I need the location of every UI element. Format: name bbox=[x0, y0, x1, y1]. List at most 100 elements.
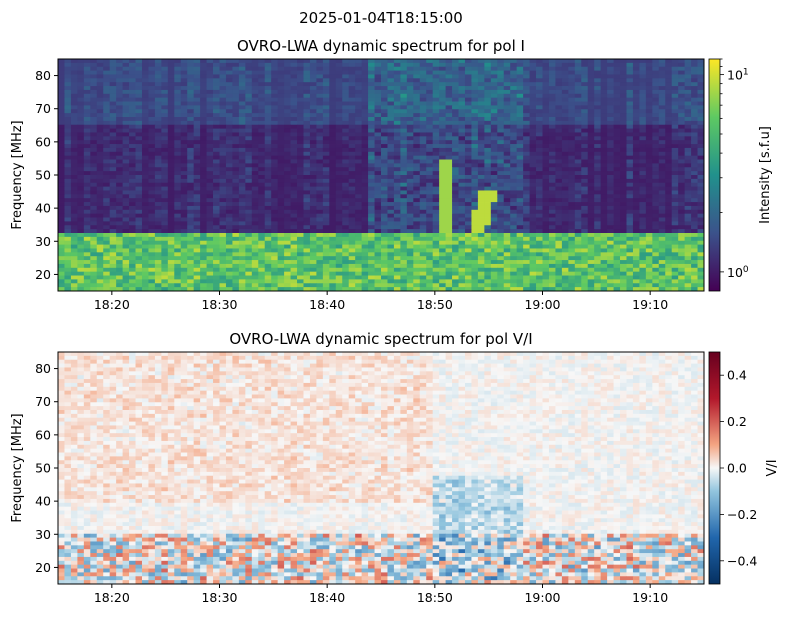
heatmap-cell bbox=[103, 205, 111, 211]
heatmap-cell bbox=[103, 182, 111, 187]
heatmap-cell bbox=[103, 202, 111, 207]
heatmap-cell bbox=[600, 62, 608, 68]
heatmap-cell bbox=[620, 244, 627, 249]
heatmap-cell bbox=[381, 202, 388, 207]
heatmap-cell bbox=[523, 175, 530, 180]
heatmap-cell bbox=[213, 66, 220, 71]
heatmap-cell bbox=[135, 151, 143, 157]
heatmap-cell bbox=[542, 202, 550, 207]
heatmap-cell bbox=[381, 105, 388, 110]
heatmap-cell bbox=[600, 205, 608, 211]
heatmap-cell bbox=[219, 86, 227, 91]
heatmap-cell bbox=[271, 186, 279, 191]
heatmap-cell bbox=[161, 151, 169, 157]
heatmap-cell bbox=[484, 229, 492, 234]
heatmap-cell bbox=[251, 159, 259, 164]
heatmap-cell bbox=[516, 124, 524, 129]
heatmap-cell bbox=[122, 147, 130, 153]
heatmap-cell bbox=[439, 198, 446, 203]
heatmap-cell bbox=[264, 101, 272, 106]
heatmap-cell bbox=[381, 132, 388, 137]
heatmap-cell bbox=[161, 86, 169, 91]
heatmap-cell bbox=[206, 171, 214, 176]
heatmap-cell bbox=[542, 124, 550, 129]
heatmap-cell bbox=[542, 86, 550, 91]
heatmap-cell bbox=[90, 144, 98, 149]
heatmap-cell bbox=[419, 62, 427, 68]
heatmap-cell bbox=[523, 124, 530, 129]
heatmap-cell bbox=[316, 244, 324, 249]
heatmap-cell bbox=[264, 217, 272, 222]
heatmap-cell bbox=[548, 124, 556, 129]
heatmap-cell bbox=[361, 198, 369, 203]
heatmap-cell bbox=[464, 70, 472, 75]
heatmap-cell bbox=[83, 70, 91, 75]
heatmap-cell bbox=[574, 244, 582, 249]
heatmap-cell bbox=[464, 132, 472, 137]
heatmap-cell bbox=[161, 78, 169, 83]
heatmap-cell bbox=[594, 124, 602, 129]
heatmap-cell bbox=[632, 132, 640, 137]
heatmap-cell bbox=[368, 171, 375, 176]
heatmap-cell bbox=[284, 190, 291, 195]
heatmap-cell bbox=[445, 182, 453, 187]
heatmap-cell bbox=[581, 105, 589, 110]
heatmap-cell bbox=[271, 233, 279, 238]
heatmap-cell bbox=[471, 74, 479, 79]
heatmap-cell bbox=[77, 147, 85, 153]
heatmap-cell bbox=[245, 66, 253, 71]
heatmap-cell bbox=[297, 233, 304, 238]
heatmap-cell bbox=[555, 70, 563, 75]
heatmap-cell bbox=[161, 82, 169, 87]
heatmap-cell bbox=[503, 240, 511, 245]
heatmap-cell bbox=[264, 62, 272, 68]
heatmap-cell bbox=[542, 229, 550, 234]
heatmap-cell bbox=[393, 202, 401, 207]
heatmap-cell bbox=[452, 236, 459, 242]
heatmap-cell bbox=[135, 190, 143, 195]
heatmap-cell bbox=[258, 140, 266, 145]
heatmap-cell bbox=[548, 209, 556, 215]
heatmap-cell bbox=[587, 233, 595, 238]
heatmap-cell bbox=[135, 89, 143, 95]
heatmap-cell bbox=[406, 233, 414, 238]
heatmap-cell bbox=[574, 101, 582, 106]
heatmap-cell bbox=[316, 221, 324, 226]
heatmap-cell bbox=[581, 93, 589, 99]
heatmap-cell bbox=[387, 202, 395, 207]
heatmap-cell bbox=[477, 229, 485, 234]
heatmap-cell bbox=[594, 194, 602, 199]
heatmap-cell bbox=[374, 140, 382, 145]
heatmap-cell bbox=[141, 62, 149, 68]
heatmap-cell bbox=[503, 101, 511, 106]
heatmap-cell bbox=[536, 66, 543, 71]
heatmap-cell bbox=[77, 86, 85, 91]
heatmap-cell bbox=[607, 221, 614, 226]
heatmap-cell bbox=[393, 171, 401, 176]
heatmap-cell bbox=[90, 205, 98, 211]
heatmap-cell bbox=[464, 213, 472, 218]
heatmap-cell bbox=[393, 128, 401, 133]
heatmap-cell bbox=[116, 213, 123, 218]
heatmap-cell bbox=[581, 213, 589, 218]
heatmap-cell bbox=[258, 198, 266, 203]
heatmap-cell bbox=[400, 233, 408, 238]
heatmap-cell bbox=[213, 151, 220, 157]
heatmap-cell bbox=[413, 109, 421, 114]
heatmap-cell bbox=[96, 194, 104, 199]
heatmap-cell bbox=[477, 147, 485, 153]
heatmap-cell bbox=[439, 62, 446, 68]
heatmap-cell bbox=[432, 190, 440, 195]
heatmap-cell bbox=[529, 236, 537, 242]
heatmap-cell bbox=[303, 59, 311, 64]
heatmap-cell bbox=[316, 202, 324, 207]
heatmap-cell bbox=[671, 225, 679, 230]
heatmap-cell bbox=[335, 97, 343, 102]
heatmap-cell bbox=[122, 236, 130, 242]
heatmap-cell bbox=[658, 244, 666, 249]
heatmap-cell bbox=[510, 59, 518, 64]
heatmap-cell bbox=[154, 70, 162, 75]
heatmap-cell bbox=[161, 182, 169, 187]
heatmap-cell bbox=[426, 202, 434, 207]
heatmap-cell bbox=[581, 233, 589, 238]
